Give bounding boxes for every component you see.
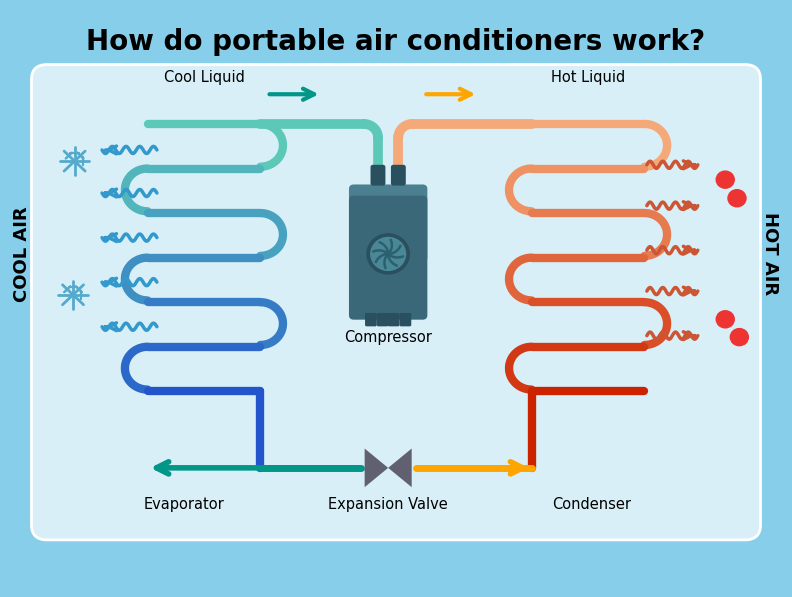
Text: HOT AIR: HOT AIR <box>761 213 779 296</box>
Text: Expansion Valve: Expansion Valve <box>329 497 448 512</box>
Circle shape <box>367 234 409 274</box>
Circle shape <box>716 171 734 188</box>
Text: COOL AIR: COOL AIR <box>13 206 31 301</box>
Polygon shape <box>364 448 388 487</box>
Circle shape <box>716 311 734 328</box>
Circle shape <box>371 238 406 270</box>
FancyBboxPatch shape <box>371 165 386 186</box>
FancyBboxPatch shape <box>349 184 428 262</box>
Circle shape <box>728 190 746 207</box>
FancyBboxPatch shape <box>349 196 428 319</box>
Text: Hot Liquid: Hot Liquid <box>551 70 625 85</box>
FancyBboxPatch shape <box>388 313 399 327</box>
FancyBboxPatch shape <box>365 313 377 327</box>
FancyBboxPatch shape <box>391 165 406 186</box>
Text: Condenser: Condenser <box>553 497 631 512</box>
Text: Cool Liquid: Cool Liquid <box>163 70 245 85</box>
Text: How do portable air conditioners work?: How do portable air conditioners work? <box>86 28 706 56</box>
Text: Compressor: Compressor <box>345 330 432 344</box>
Circle shape <box>730 328 748 346</box>
Text: Evaporator: Evaporator <box>144 497 225 512</box>
FancyBboxPatch shape <box>377 313 389 327</box>
FancyBboxPatch shape <box>32 64 760 540</box>
FancyBboxPatch shape <box>399 313 411 327</box>
Polygon shape <box>388 448 412 487</box>
